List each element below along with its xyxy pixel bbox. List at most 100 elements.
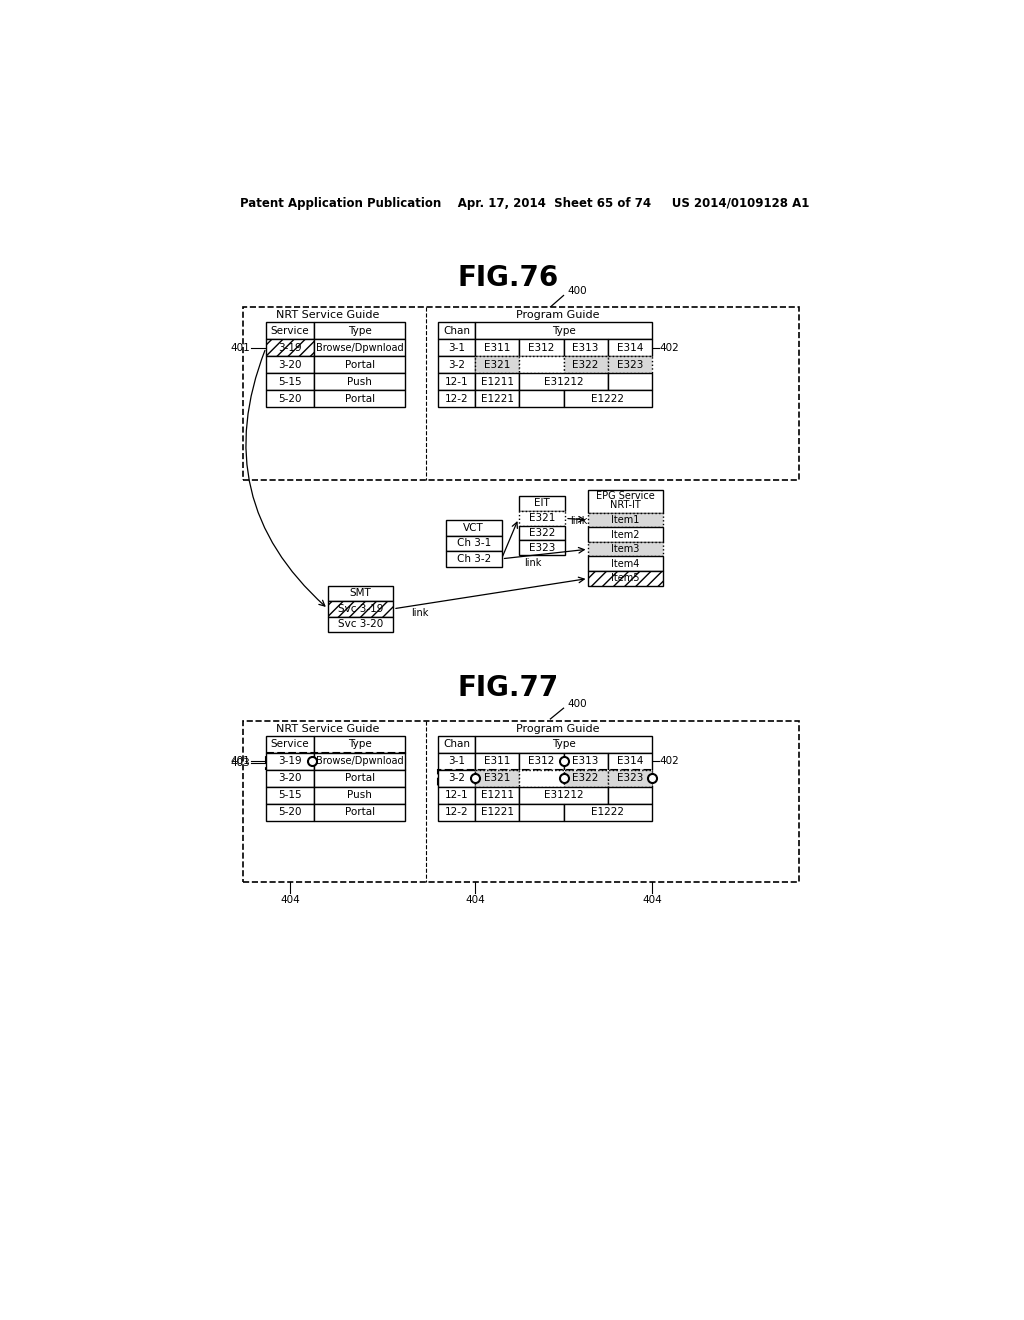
Bar	[563, 356, 607, 374]
Bar	[438, 374, 475, 391]
Bar	[438, 752, 475, 770]
Bar	[266, 322, 314, 339]
Bar	[563, 770, 607, 787]
Bar	[589, 527, 663, 543]
Text: E312: E312	[528, 756, 555, 767]
Text: EPG Service: EPG Service	[596, 491, 655, 500]
Bar	[519, 804, 563, 821]
Bar	[475, 770, 519, 787]
Bar	[519, 391, 563, 407]
Text: Portal: Portal	[345, 774, 375, 783]
Text: link: link	[570, 516, 588, 527]
Text: 5-15: 5-15	[279, 791, 302, 800]
Text: Item1: Item1	[611, 515, 640, 525]
Text: NRT Service Guide: NRT Service Guide	[276, 723, 380, 734]
Text: E323: E323	[528, 543, 555, 553]
Text: Service: Service	[270, 739, 309, 750]
Text: FIG.77: FIG.77	[457, 675, 558, 702]
Bar	[266, 804, 314, 821]
Text: E313: E313	[572, 343, 599, 352]
Bar	[266, 752, 314, 770]
Text: E1221: E1221	[481, 393, 514, 404]
Text: Browse/Dpwnload: Browse/Dpwnload	[316, 756, 403, 767]
Text: Chan: Chan	[443, 326, 470, 335]
Bar	[438, 737, 475, 752]
Text: 400: 400	[567, 286, 588, 296]
Text: 12-1: 12-1	[444, 791, 468, 800]
Bar	[438, 770, 652, 787]
Text: Push: Push	[347, 791, 372, 800]
Bar	[589, 572, 663, 586]
Bar	[607, 787, 652, 804]
Text: Item2: Item2	[611, 529, 640, 540]
Bar	[475, 322, 652, 339]
Text: E1211: E1211	[481, 376, 514, 387]
Text: 401: 401	[230, 756, 251, 767]
Text: E312: E312	[528, 343, 555, 352]
Text: Type: Type	[552, 739, 575, 750]
Bar	[266, 391, 314, 407]
Bar	[438, 322, 475, 339]
Text: E323: E323	[616, 360, 643, 370]
Bar	[266, 737, 314, 752]
Bar	[475, 737, 652, 752]
Bar	[314, 322, 406, 339]
Text: 3-1: 3-1	[449, 343, 465, 352]
Text: FIG.76: FIG.76	[457, 264, 558, 292]
Text: E322: E322	[572, 360, 599, 370]
Bar	[475, 356, 519, 374]
Text: E314: E314	[616, 343, 643, 352]
Text: link: link	[524, 558, 542, 569]
Text: Service: Service	[270, 326, 309, 335]
Text: Program Guide: Program Guide	[516, 310, 600, 321]
Bar	[438, 339, 475, 356]
Bar	[563, 804, 652, 821]
Text: Svc 3-19: Svc 3-19	[338, 603, 383, 614]
Bar	[314, 737, 406, 752]
Text: E1211: E1211	[481, 791, 514, 800]
Text: Patent Application Publication    Apr. 17, 2014  Sheet 65 of 74     US 2014/0109: Patent Application Publication Apr. 17, …	[240, 197, 810, 210]
Bar	[607, 339, 652, 356]
Text: 12-1: 12-1	[444, 376, 468, 387]
Text: 404: 404	[465, 895, 485, 906]
Bar	[475, 804, 519, 821]
Bar	[266, 770, 314, 787]
Text: Type: Type	[552, 326, 575, 335]
Bar	[314, 374, 406, 391]
Bar	[475, 391, 519, 407]
Bar	[328, 586, 393, 601]
Bar	[314, 770, 406, 787]
Text: SMT: SMT	[349, 589, 372, 598]
Text: 3-2: 3-2	[449, 360, 465, 370]
Text: E311: E311	[484, 756, 511, 767]
Text: 402: 402	[659, 343, 679, 352]
Bar	[314, 391, 406, 407]
Text: 5-20: 5-20	[279, 807, 302, 817]
Text: Item3: Item3	[611, 544, 640, 554]
Bar	[563, 752, 607, 770]
Bar	[607, 752, 652, 770]
Bar	[589, 541, 663, 557]
Text: Ch 3-2: Ch 3-2	[457, 554, 490, 564]
Bar	[438, 391, 475, 407]
Text: E1222: E1222	[591, 807, 625, 817]
Bar	[438, 770, 475, 787]
Bar	[589, 557, 663, 572]
Bar	[589, 490, 663, 512]
Text: link: link	[412, 609, 429, 619]
Bar	[314, 339, 406, 356]
Text: 5-15: 5-15	[279, 376, 302, 387]
Text: 402: 402	[659, 756, 679, 767]
Text: 404: 404	[281, 895, 300, 906]
Text: E313: E313	[572, 756, 599, 767]
Bar	[563, 391, 652, 407]
Text: E322: E322	[572, 774, 599, 783]
Bar	[519, 770, 563, 787]
Text: Program Guide: Program Guide	[516, 723, 600, 734]
Text: EIT: EIT	[534, 499, 550, 508]
Bar	[266, 374, 314, 391]
Bar	[475, 787, 519, 804]
Text: 404: 404	[642, 895, 662, 906]
Text: 3-20: 3-20	[279, 774, 302, 783]
Text: Chan: Chan	[443, 739, 470, 750]
